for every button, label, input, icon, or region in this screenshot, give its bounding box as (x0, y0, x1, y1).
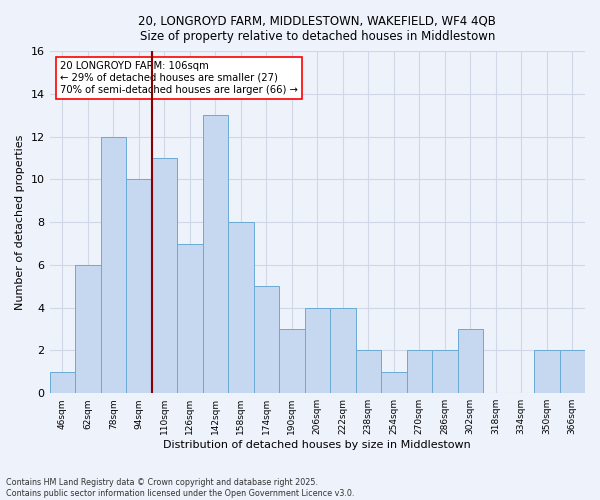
Bar (228, 222, 254, 393)
Bar (101, 136, 126, 393)
Bar (381, 372, 407, 393)
Text: Contains HM Land Registry data © Crown copyright and database right 2025.
Contai: Contains HM Land Registry data © Crown c… (6, 478, 355, 498)
Bar (356, 350, 381, 393)
Bar (534, 350, 560, 393)
Bar (279, 329, 305, 393)
Bar (330, 308, 356, 393)
Bar (407, 350, 432, 393)
Bar (50, 372, 75, 393)
Bar (254, 286, 279, 393)
Text: 20 LONGROYD FARM: 106sqm
← 29% of detached houses are smaller (27)
70% of semi-d: 20 LONGROYD FARM: 106sqm ← 29% of detach… (60, 62, 298, 94)
Bar (432, 350, 458, 393)
Bar (458, 329, 483, 393)
Title: 20, LONGROYD FARM, MIDDLESTOWN, WAKEFIELD, WF4 4QB
Size of property relative to : 20, LONGROYD FARM, MIDDLESTOWN, WAKEFIEL… (139, 15, 496, 43)
Bar (305, 308, 330, 393)
Bar (126, 180, 152, 393)
Bar (75, 265, 101, 393)
Y-axis label: Number of detached properties: Number of detached properties (15, 134, 25, 310)
X-axis label: Distribution of detached houses by size in Middlestown: Distribution of detached houses by size … (163, 440, 471, 450)
Bar (152, 158, 177, 393)
Bar (177, 244, 203, 393)
Bar (203, 116, 228, 393)
Bar (560, 350, 585, 393)
